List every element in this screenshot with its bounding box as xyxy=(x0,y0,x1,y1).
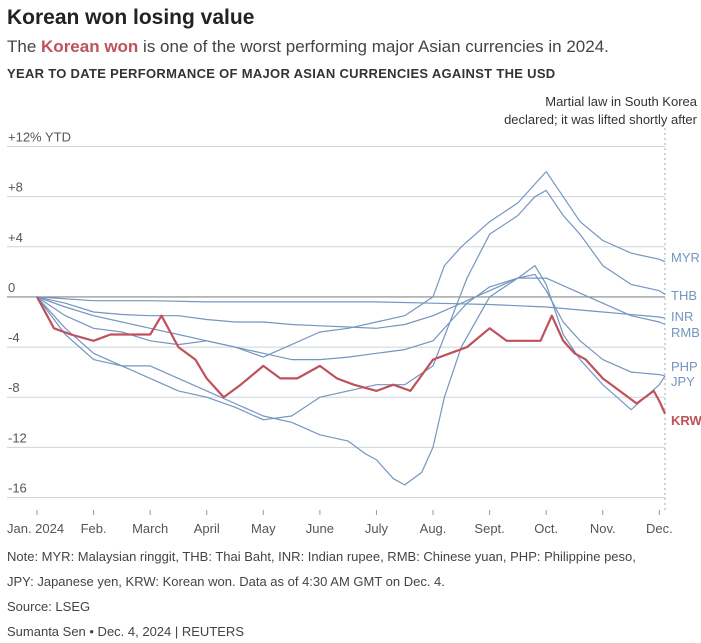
series-label-thb: THB xyxy=(671,288,697,303)
chart-kicker: YEAR TO DATE PERFORMANCE OF MAJOR ASIAN … xyxy=(7,66,556,81)
annotation: Martial law in South Korea declared; it w… xyxy=(504,94,698,510)
y-tick-label: +8 xyxy=(8,180,23,195)
series-label-inr: INR xyxy=(671,309,693,324)
x-tick-label: Dec. xyxy=(646,521,673,536)
grid-lines: +12% YTD +8 +4 0 -4 -8 -12 -16 xyxy=(7,130,665,498)
chart-subtitle: The Korean won is one of the worst perfo… xyxy=(7,37,609,57)
x-axis: Jan. 2024 Feb. March April May June July Aug. Se… xyxy=(7,510,673,536)
y-tick-label: 0 xyxy=(8,280,15,295)
series-line-rmb xyxy=(36,277,666,329)
footer-credit: Sumanta Sen • Dec. 4, 2024 | REUTERS xyxy=(7,624,244,639)
series-line-thb xyxy=(36,189,666,421)
footer-note-line2: JPY: Japanese yen, KRW: Korean won. Data… xyxy=(7,574,445,589)
x-tick-label: Oct. xyxy=(534,521,558,536)
x-tick-label: Aug. xyxy=(420,521,447,536)
series-label-myr: MYR xyxy=(671,250,700,265)
x-tick-label: Feb. xyxy=(81,521,107,536)
x-tick-label: July xyxy=(365,521,389,536)
x-tick-label: March xyxy=(132,521,168,536)
y-tick-label: -16 xyxy=(8,480,27,495)
series-line-myr xyxy=(36,171,666,358)
series-line-php xyxy=(36,273,666,377)
series-lines xyxy=(36,171,667,486)
footer-note-line1: Note: MYR: Malaysian ringgit, THB: Thai … xyxy=(7,549,636,564)
x-tick-label: June xyxy=(306,521,334,536)
x-tick-label: Nov. xyxy=(590,521,616,536)
annotation-text-line2: declared; it was lifted shortly after xyxy=(504,112,698,127)
x-tick-label: Sept. xyxy=(474,521,504,536)
subtitle-highlight: Korean won xyxy=(41,37,139,56)
footer-source: Source: LSEG xyxy=(7,599,91,614)
series-line-jpy xyxy=(36,265,666,486)
x-tick-label: April xyxy=(194,521,220,536)
series-label-rmb: RMB xyxy=(671,325,700,340)
x-tick-label: May xyxy=(251,521,276,536)
series-line-krw xyxy=(36,296,667,414)
series-label-php: PHP xyxy=(671,359,698,374)
x-tick-label: Jan. 2024 xyxy=(7,521,64,536)
subtitle-pre: The xyxy=(7,37,42,56)
series-label-jpy: JPY xyxy=(671,374,695,389)
subtitle-post: is one of the worst performing major Asi… xyxy=(138,37,609,56)
y-tick-label: -8 xyxy=(8,380,20,395)
annotation-text-line1: Martial law in South Korea xyxy=(545,94,698,109)
y-tick-label: +12% YTD xyxy=(8,130,71,145)
series-label-krw: KRW xyxy=(671,413,701,428)
y-tick-label: +4 xyxy=(8,230,23,245)
chart-title: Korean won losing value xyxy=(7,6,255,29)
y-tick-label: -12 xyxy=(8,430,27,445)
y-tick-label: -4 xyxy=(8,330,20,345)
series-line-inr xyxy=(36,296,666,319)
